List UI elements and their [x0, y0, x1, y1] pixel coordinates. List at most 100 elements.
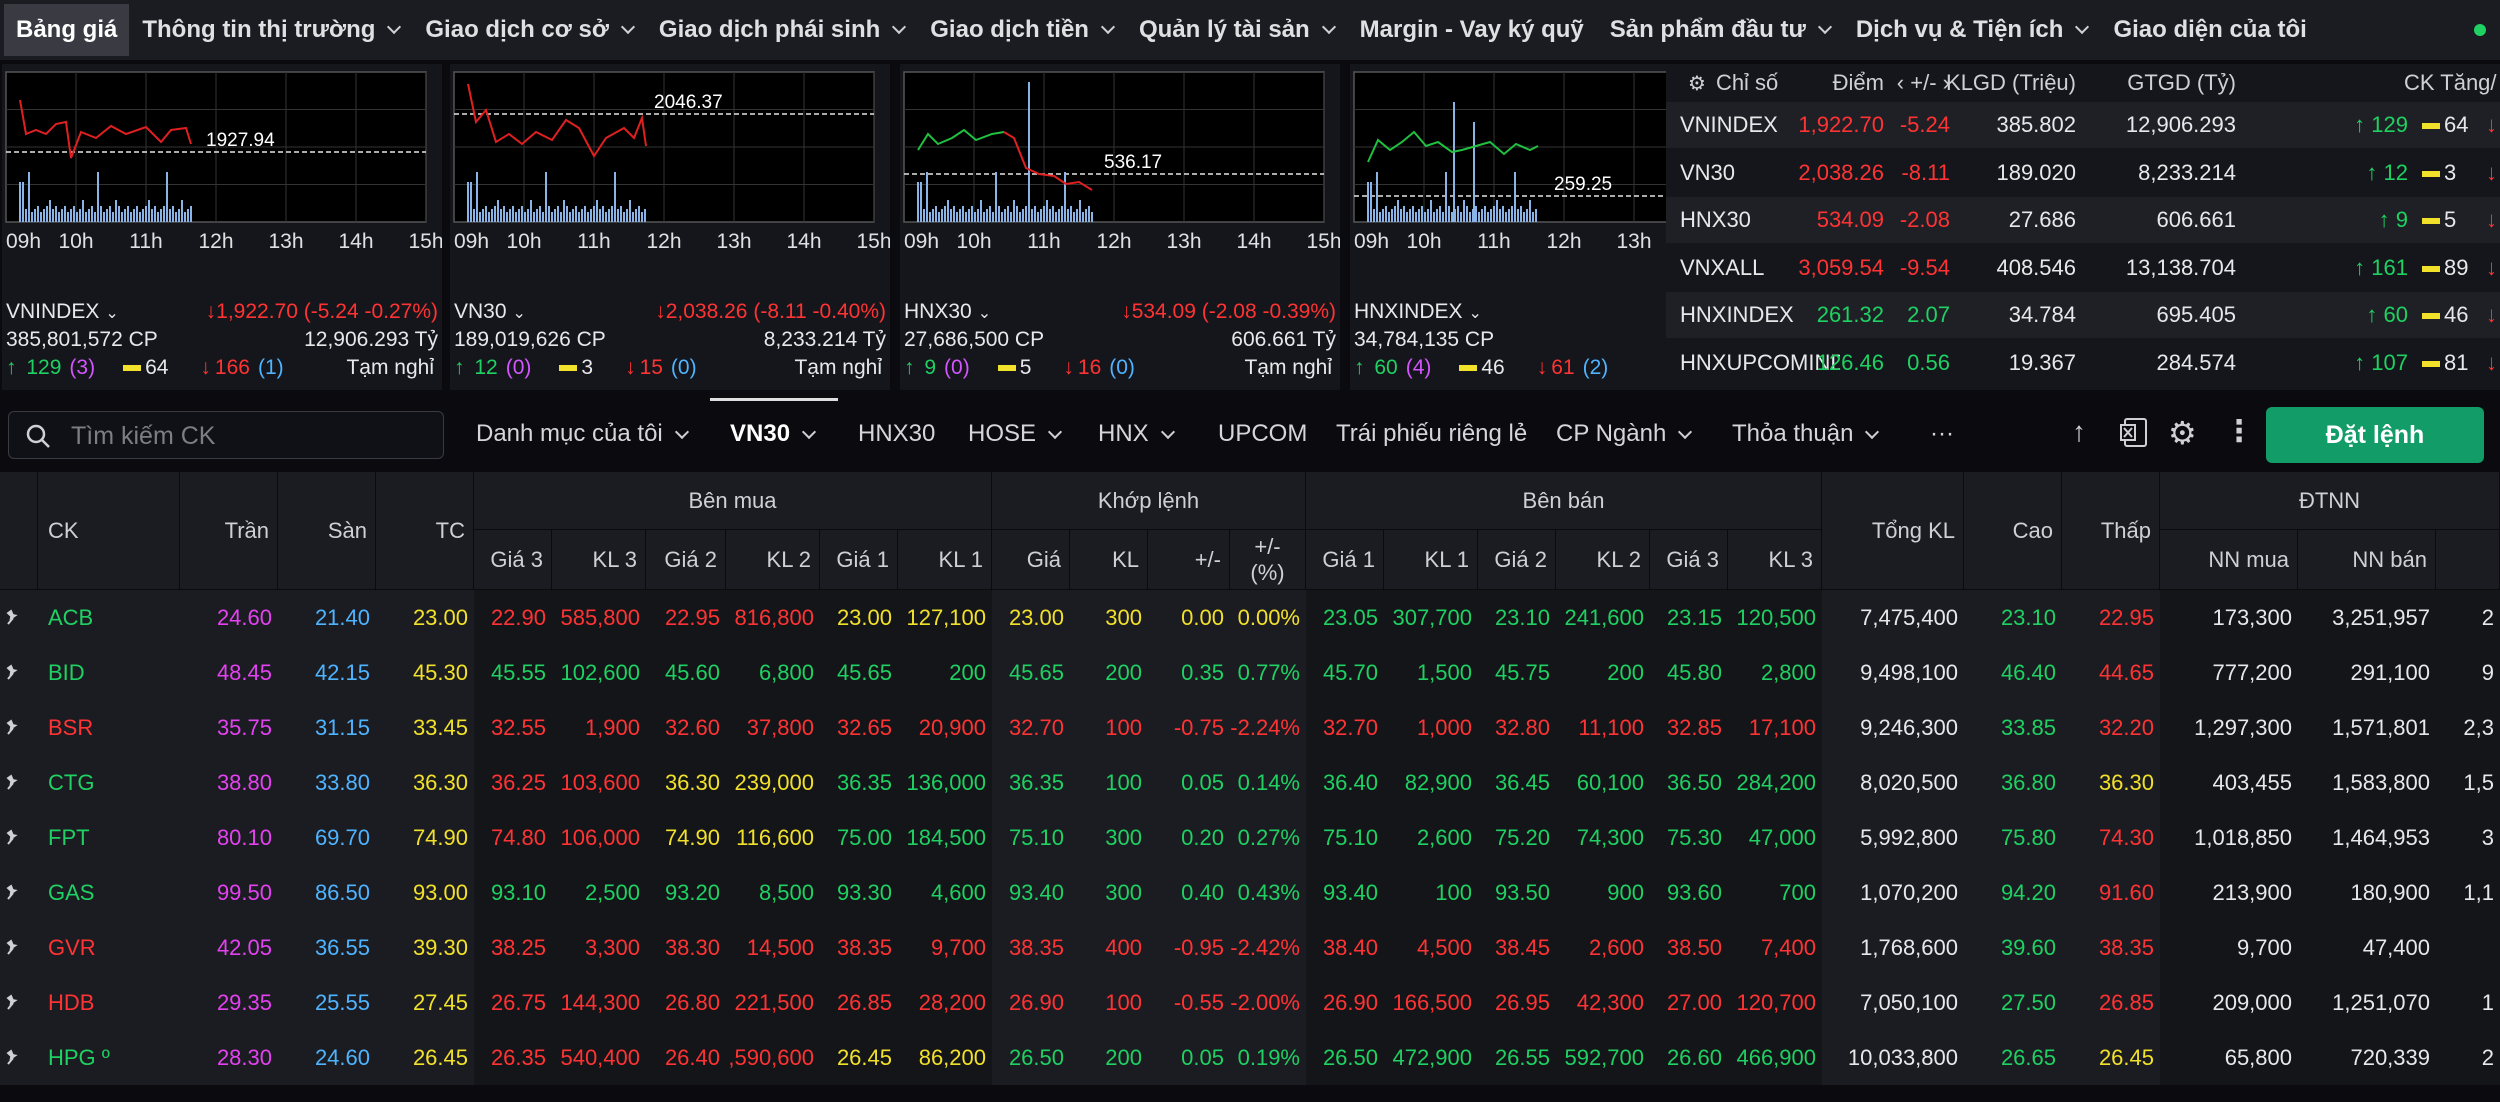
table-row[interactable]: FPT 80.10 69.70 74.90 74.80 106,000 74.90 116,6…	[0, 810, 2500, 865]
nav-item-3[interactable]: Giao dịch phái sinh	[646, 0, 917, 60]
nav-item-7[interactable]: Sản phẩm đầu tư	[1597, 0, 1843, 60]
cell-sym[interactable]: HDB	[38, 975, 180, 1030]
chevron-down-icon[interactable]: ⌄	[105, 305, 119, 322]
cell-sym[interactable]: GAS	[38, 865, 180, 920]
index-row[interactable]: HNXINDEX 261.32 2.07 34.784 695.405 ↑ 60 46 ↓	[1666, 292, 2500, 338]
header-nnx[interactable]	[2436, 530, 2500, 590]
header-b1[interactable]: Giá 1	[820, 530, 898, 590]
nav-item-5[interactable]: Quản lý tài sản	[1126, 0, 1347, 60]
nav-item-8[interactable]: Dịch vụ & Tiện ích	[1843, 0, 2101, 60]
nav-item-0[interactable]: Bảng giá	[4, 4, 130, 56]
header-sv3[interactable]: KL 3	[1728, 530, 1822, 590]
board-tab-3[interactable]: HOSE	[968, 420, 1063, 448]
header-mv[interactable]: KL	[1070, 530, 1148, 590]
nav-item-4[interactable]: Giao dịch tiền	[917, 0, 1126, 60]
ceiling-count: (4)	[1405, 356, 1432, 379]
board-tab-7[interactable]: CP Ngành	[1556, 420, 1693, 448]
pin-icon[interactable]	[4, 828, 22, 846]
header-ceil[interactable]: Trần	[180, 472, 278, 590]
header-mpct[interactable]: +/- (%)	[1230, 530, 1306, 590]
nav-item-1[interactable]: Thông tin thị trường	[129, 0, 412, 60]
cell-sym[interactable]: FPT	[38, 810, 180, 865]
header-floor[interactable]: Sàn	[278, 472, 376, 590]
place-order-button[interactable]: Đặt lệnh	[2266, 407, 2484, 463]
index-chart-2[interactable]: 536.17 09h 10h 11h 12h 13h 14h 15h HNX30 ⌄ ↓534.09…	[900, 64, 1340, 390]
pin-icon[interactable]	[4, 1048, 22, 1066]
header-b3[interactable]: Giá 3	[474, 530, 552, 590]
excel-icon[interactable]	[2120, 418, 2148, 448]
cell-sym[interactable]: GVR	[38, 920, 180, 975]
chevron-down-icon	[1865, 424, 1880, 439]
table-row[interactable]: ACB 24.60 21.40 23.00 22.90 585,800 22.95 816,8…	[0, 590, 2500, 645]
pin-icon[interactable]	[4, 883, 22, 901]
table-row[interactable]: HDB 29.35 25.55 27.45 26.75 144,300 26.80 221,5…	[0, 975, 2500, 1030]
header-hi[interactable]: Cao	[1964, 472, 2062, 590]
cell-sym[interactable]: ACB	[38, 590, 180, 645]
table-row[interactable]: BID 48.45 42.15 45.30 45.55 102,600 45.60 6,800…	[0, 645, 2500, 700]
header-s2[interactable]: Giá 2	[1478, 530, 1556, 590]
gear-icon[interactable]: ⚙	[1688, 73, 1706, 95]
chevron-down-icon[interactable]: ⌄	[977, 305, 992, 322]
header-bv3[interactable]: KL 3	[552, 530, 646, 590]
index-row[interactable]: HNXUPCOMINDE126.46 0.56 19.367 284.574 ↑ 107…	[1666, 340, 2500, 386]
settings-icon[interactable]: ⚙	[2168, 415, 2197, 451]
table-row[interactable]: GVR 42.05 36.55 39.30 38.25 3,300 38.30 14,500 3…	[0, 920, 2500, 975]
board-tab-4[interactable]: HNX	[1098, 420, 1175, 448]
header-bv2[interactable]: KL 2	[726, 530, 820, 590]
pin-icon[interactable]	[4, 938, 22, 956]
header-ref[interactable]: TC	[376, 472, 474, 590]
table-row[interactable]: BSR 35.75 31.15 33.45 32.55 1,900 32.60 37,800 3…	[0, 700, 2500, 755]
board-tab-0[interactable]: Danh mục của tôi	[476, 420, 689, 448]
header-b2[interactable]: Giá 2	[646, 530, 726, 590]
header-sv2[interactable]: KL 2	[1556, 530, 1650, 590]
pin-icon[interactable]	[4, 718, 22, 736]
cell-lo: 36.30	[2062, 755, 2160, 810]
cell-bv3: 103,600	[552, 755, 646, 810]
index-row[interactable]: VNINDEX 1,922.70 -5.24 385.802 12,906.293 ↑ 1…	[1666, 102, 2500, 148]
cell-sym[interactable]: BID	[38, 645, 180, 700]
board-tab-2[interactable]: HNX30	[858, 420, 935, 448]
index-chart-1[interactable]: 2046.37 09h 10h 11h 12h 13h 14h 15h VN30 ⌄ ↓2,038.…	[450, 64, 890, 390]
search-input[interactable]: Tìm kiếm CK	[8, 411, 444, 459]
header-s3[interactable]: Giá 3	[1650, 530, 1728, 590]
cell-sym[interactable]: CTG	[38, 755, 180, 810]
header-mc[interactable]: +/-	[1148, 530, 1230, 590]
chevron-down-icon[interactable]: ⌄	[1468, 305, 1482, 322]
index-row[interactable]: VN30 2,038.26 -8.11 189.020 8,233.214 ↑ 12 3 ↓	[1666, 150, 2500, 196]
arrow-up-icon[interactable]: ↑	[2072, 416, 2086, 447]
header-sym[interactable]: CK	[38, 472, 180, 590]
header-change[interactable]: ‹ +/- ›	[1896, 70, 1950, 95]
pin-icon[interactable]	[4, 663, 22, 681]
board-tab-8[interactable]: Thỏa thuận	[1732, 420, 1880, 448]
table-row[interactable]: CTG 38.80 33.80 36.30 36.25 103,600 36.30 239,0…	[0, 755, 2500, 810]
header-nnb[interactable]: NN mua	[2160, 530, 2298, 590]
header-s1[interactable]: Giá 1	[1306, 530, 1384, 590]
header-sv1[interactable]: KL 1	[1384, 530, 1478, 590]
pin-icon[interactable]	[4, 773, 22, 791]
index-chart-0[interactable]: 1927.94 09h 10h 11h 12h 13h 14h 15h VNINDEX ⌄ ↓1,9…	[2, 64, 442, 390]
more-vertical-icon[interactable]: ⋮	[2224, 415, 2254, 448]
header-mp[interactable]: Giá	[992, 530, 1070, 590]
table-row[interactable]: HPG º 28.30 24.60 26.45 26.35 540,400 26.40,59…	[0, 1030, 2500, 1085]
board-tab-1[interactable]: VN30	[730, 420, 817, 448]
arrow-down-icon: ↓	[2486, 112, 2497, 137]
pin-icon[interactable]	[4, 993, 22, 1011]
index-row[interactable]: VNXALL 3,059.54 -9.54 408.546 13,138.704 ↑ 16…	[1666, 245, 2500, 291]
nav-item-6[interactable]: Margin - Vay ký quỹ	[1347, 0, 1597, 60]
header-bv1[interactable]: KL 1	[898, 530, 992, 590]
nav-item-9[interactable]: Giao diện của tôi	[2100, 0, 2319, 60]
board-tab-9[interactable]: ···	[1930, 420, 1954, 448]
nav-item-2[interactable]: Giao dịch cơ sở	[412, 0, 646, 60]
nav-item-label: Sản phẩm đầu tư	[1609, 16, 1806, 43]
table-row[interactable]: GAS 99.50 86.50 93.00 93.10 2,500 93.20 8,500 93…	[0, 865, 2500, 920]
board-tab-6[interactable]: Trái phiếu riêng lẻ	[1336, 420, 1527, 448]
header-nns[interactable]: NN bán	[2298, 530, 2436, 590]
pin-icon[interactable]	[4, 608, 22, 626]
cell-sym[interactable]: BSR	[38, 700, 180, 755]
chevron-down-icon[interactable]: ⌄	[512, 305, 526, 322]
board-tab-5[interactable]: UPCOM	[1218, 420, 1307, 448]
header-lo[interactable]: Thấp	[2062, 472, 2160, 590]
header-tot[interactable]: Tổng KL	[1822, 472, 1964, 590]
cell-sym[interactable]: HPG º	[38, 1030, 180, 1085]
index-row[interactable]: HNX30 534.09 -2.08 27.686 606.661 ↑ 9 5 ↓	[1666, 197, 2500, 243]
